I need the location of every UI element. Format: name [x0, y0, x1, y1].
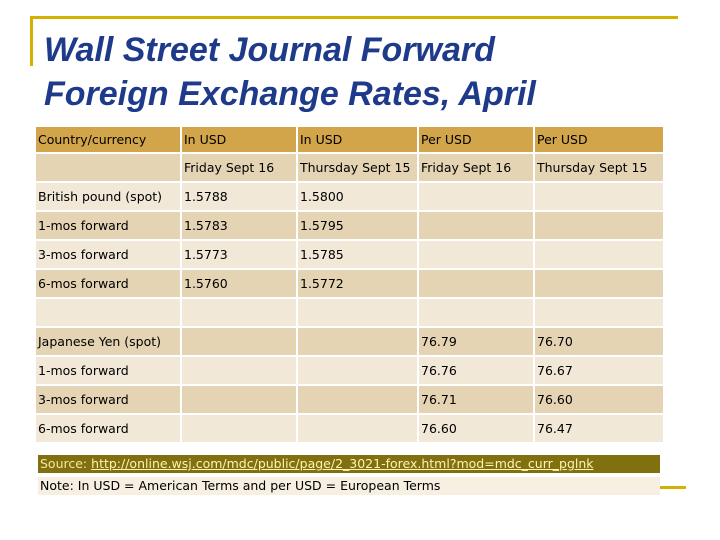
table-cell: 76.71	[419, 386, 533, 413]
table-cell	[298, 299, 417, 326]
forward-rates-table: Country/currency In USD In USD Per USD P…	[34, 125, 665, 444]
table-cell: 1.5773	[182, 241, 296, 268]
table-cell: British pound (spot)	[36, 183, 180, 210]
table-cell	[535, 241, 663, 268]
subheader-cell	[36, 154, 180, 181]
title-line-1: Wall Street Journal Forward	[44, 31, 495, 69]
table-row: British pound (spot) 1.5788 1.5800	[36, 183, 663, 210]
table-cell	[298, 357, 417, 384]
header-cell: In USD	[298, 127, 417, 152]
table-cell: 76.60	[535, 386, 663, 413]
subheader-cell: Thursday Sept 15	[535, 154, 663, 181]
source-bar: Source: http://online.wsj.com/mdc/public…	[38, 455, 660, 473]
note-text: Note: In USD = American Terms and per US…	[38, 477, 660, 495]
table-cell: 76.47	[535, 415, 663, 442]
table-cell	[419, 241, 533, 268]
table-row	[36, 299, 663, 326]
slide-title: Wall Street Journal Forward Foreign Exch…	[44, 28, 684, 116]
table-header-row: Country/currency In USD In USD Per USD P…	[36, 127, 663, 152]
title-line-2: Foreign Exchange Rates, April	[44, 75, 536, 113]
table-cell	[535, 212, 663, 239]
table-cell: 76.76	[419, 357, 533, 384]
table-cell	[535, 183, 663, 210]
header-cell: In USD	[182, 127, 296, 152]
table-cell: 76.70	[535, 328, 663, 355]
table-row: 1-mos forward 1.5783 1.5795	[36, 212, 663, 239]
table-cell: Japanese Yen (spot)	[36, 328, 180, 355]
table-cell: 1.5795	[298, 212, 417, 239]
table-cell	[535, 299, 663, 326]
source-link[interactable]: http://online.wsj.com/mdc/public/page/2_…	[91, 456, 594, 471]
table-row: 6-mos forward 1.5760 1.5772	[36, 270, 663, 297]
table-cell	[182, 415, 296, 442]
table-cell: 1.5760	[182, 270, 296, 297]
table-row: Japanese Yen (spot) 76.79 76.70	[36, 328, 663, 355]
table-cell	[182, 299, 296, 326]
header-cell: Per USD	[535, 127, 663, 152]
table-cell	[298, 328, 417, 355]
table-cell: 76.60	[419, 415, 533, 442]
bottom-accent-line	[660, 486, 686, 489]
table-row: 3-mos forward 1.5773 1.5785	[36, 241, 663, 268]
table-cell	[182, 328, 296, 355]
table-cell: 6-mos forward	[36, 415, 180, 442]
table-cell: 1.5783	[182, 212, 296, 239]
table-cell	[182, 386, 296, 413]
table-subheader-row: Friday Sept 16 Thursday Sept 15 Friday S…	[36, 154, 663, 181]
source-label: Source:	[40, 456, 88, 471]
table-cell	[419, 270, 533, 297]
table-cell	[419, 299, 533, 326]
table-cell	[419, 183, 533, 210]
subheader-cell: Thursday Sept 15	[298, 154, 417, 181]
table-cell	[298, 415, 417, 442]
table-cell	[298, 386, 417, 413]
table-row: 3-mos forward 76.71 76.60	[36, 386, 663, 413]
table-cell	[419, 212, 533, 239]
table-cell: 6-mos forward	[36, 270, 180, 297]
table-cell: 1.5785	[298, 241, 417, 268]
table-cell: 3-mos forward	[36, 386, 180, 413]
top-accent-line	[30, 16, 678, 19]
table-cell	[182, 357, 296, 384]
table-cell: 1.5772	[298, 270, 417, 297]
table-cell: 3-mos forward	[36, 241, 180, 268]
table-cell	[535, 270, 663, 297]
subheader-cell: Friday Sept 16	[419, 154, 533, 181]
table-row: 6-mos forward 76.60 76.47	[36, 415, 663, 442]
left-accent-line	[30, 16, 33, 66]
subheader-cell: Friday Sept 16	[182, 154, 296, 181]
table-cell: 76.67	[535, 357, 663, 384]
table-row: 1-mos forward 76.76 76.67	[36, 357, 663, 384]
table-cell: 76.79	[419, 328, 533, 355]
table-cell: 1.5788	[182, 183, 296, 210]
header-cell: Per USD	[419, 127, 533, 152]
table-cell: 1-mos forward	[36, 357, 180, 384]
table-cell	[36, 299, 180, 326]
header-cell: Country/currency	[36, 127, 180, 152]
table-cell: 1-mos forward	[36, 212, 180, 239]
table-cell: 1.5800	[298, 183, 417, 210]
